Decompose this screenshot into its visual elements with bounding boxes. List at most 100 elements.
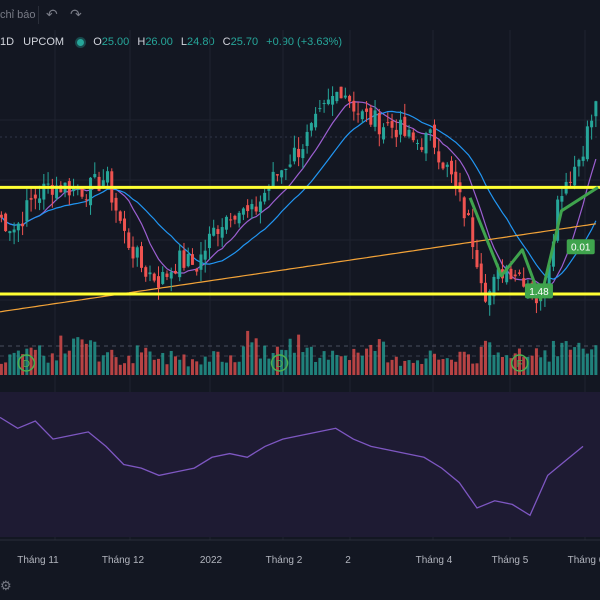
close-value: 25.70 — [230, 36, 259, 49]
volume-bar — [522, 357, 526, 375]
candle-body — [33, 194, 37, 199]
volume-bar — [267, 358, 271, 375]
volume-bar — [390, 359, 394, 375]
volume-bar — [318, 357, 322, 375]
candle-body — [21, 223, 25, 227]
volume-bar — [46, 362, 50, 375]
volume-bar — [539, 357, 543, 375]
volume-bar — [309, 346, 313, 375]
volume-bar — [369, 344, 373, 375]
candle-body — [12, 229, 16, 233]
volume-bar — [224, 362, 228, 375]
volume-bar — [118, 364, 122, 375]
volume-bar — [59, 335, 63, 375]
candle-body — [352, 100, 356, 112]
volume-bar — [29, 347, 33, 375]
volume-bar — [42, 355, 46, 375]
candle-body — [322, 103, 326, 105]
candle-body — [488, 291, 492, 306]
undo-icon[interactable]: ↶ — [46, 6, 58, 22]
candle-body — [284, 168, 288, 170]
candle-body — [275, 174, 279, 176]
w-pattern — [468, 186, 599, 301]
volume-bar — [534, 348, 538, 375]
x-tick-7: Tháng 6 — [568, 555, 600, 566]
volume-bar — [144, 347, 148, 375]
candle-body — [479, 263, 483, 284]
candle-body — [441, 162, 445, 169]
candle-body — [156, 276, 160, 288]
interval-label[interactable]: 1D — [0, 36, 15, 49]
candle-body — [551, 241, 555, 267]
volume-bar — [428, 350, 432, 375]
toolbar-divider — [38, 6, 39, 24]
volume-bar — [585, 353, 589, 375]
volume-bar — [462, 351, 466, 375]
volume-bar — [207, 361, 211, 375]
candle-body — [492, 276, 496, 297]
candle-body — [339, 86, 343, 99]
indicators-button[interactable]: chỉ báo — [0, 9, 36, 21]
volume-bar — [169, 350, 173, 375]
candle-body — [173, 270, 177, 274]
candle-body — [229, 219, 233, 221]
annotation-box-1 — [524, 283, 553, 299]
candle-body — [360, 111, 364, 120]
volume-bar — [471, 363, 475, 375]
candle-body — [161, 271, 165, 284]
candle-body — [280, 170, 284, 178]
candle-body — [123, 218, 127, 231]
candle-body — [416, 143, 420, 145]
rsi-band — [0, 392, 600, 537]
candle-body — [216, 229, 220, 234]
candle-body — [80, 188, 84, 197]
event-marker-circle-2 — [510, 354, 529, 372]
candle-body — [420, 147, 424, 150]
volume-bar — [275, 346, 279, 375]
volume-bar — [186, 366, 190, 375]
candle-body — [475, 250, 479, 268]
volume-bar — [55, 360, 59, 375]
horizontal-levels — [0, 185, 600, 296]
volume-bar — [488, 342, 492, 375]
volume-bar — [101, 355, 105, 375]
candle-body — [433, 124, 437, 148]
volume-bar — [433, 353, 437, 375]
volume-bar — [284, 350, 288, 375]
volume-bar — [280, 349, 284, 375]
annotation-label-1: 1.48 — [529, 287, 549, 298]
volume-bar — [237, 361, 241, 375]
candle-body — [411, 132, 415, 141]
volume-bar — [377, 339, 381, 375]
high-value: 26.00 — [145, 36, 173, 49]
volume-bar — [220, 361, 224, 375]
volume-bar — [437, 359, 441, 375]
volume-bar — [241, 346, 245, 375]
candle-body — [449, 160, 453, 175]
candle-body — [292, 147, 296, 162]
volume-bar — [199, 364, 203, 375]
volume-bar — [551, 340, 555, 375]
low-key: L — [180, 36, 188, 49]
candle-body — [190, 254, 194, 265]
volume-bar — [449, 359, 453, 375]
volume-bar — [63, 353, 67, 375]
ma-slow-line — [0, 223, 596, 313]
volume-bar — [271, 352, 275, 375]
candle-body — [556, 199, 560, 241]
volume-bar — [458, 351, 462, 375]
candle-body — [297, 148, 301, 158]
volume-bar — [466, 354, 470, 375]
candle-body — [178, 250, 182, 278]
x-axis: Tháng 11 Tháng 12 2022 Tháng 2 2 Tháng 4 Tháng… — [17, 555, 600, 566]
candle-body — [131, 246, 135, 259]
redo-icon[interactable]: ↷ — [70, 6, 82, 22]
settings-icon[interactable]: ⚙ — [0, 578, 12, 593]
candle-body — [169, 272, 173, 279]
volume-bar — [394, 356, 398, 375]
volume-bar — [89, 340, 93, 375]
candle-body — [186, 253, 190, 267]
candle-body — [505, 266, 509, 283]
volume-bar — [80, 339, 84, 375]
